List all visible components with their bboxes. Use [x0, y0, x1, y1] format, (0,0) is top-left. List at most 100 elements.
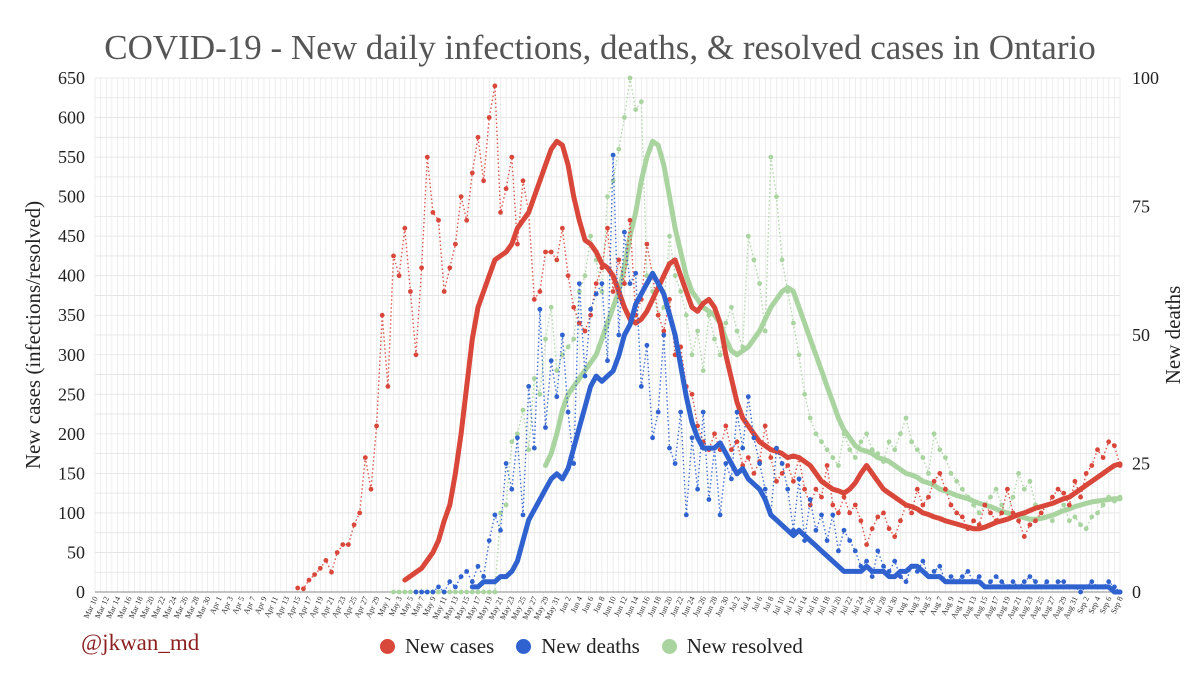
daily-point [779, 461, 785, 466]
daily-point [695, 423, 700, 429]
daily-point [841, 527, 847, 533]
daily-point [610, 152, 616, 158]
daily-point [869, 574, 875, 579]
daily-point [791, 478, 796, 484]
daily-point [729, 304, 734, 310]
daily-point [616, 332, 622, 338]
daily-point [819, 494, 824, 500]
daily-point [723, 320, 729, 326]
legend-label-deaths: New deaths [541, 634, 640, 658]
daily-point [357, 510, 363, 516]
daily-point [661, 332, 667, 338]
daily-point [436, 589, 441, 595]
daily-point [678, 289, 684, 294]
daily-point [481, 574, 486, 579]
daily-point [852, 455, 858, 460]
daily-point [481, 178, 486, 184]
daily-point [1033, 579, 1038, 585]
y-tick-label-left: 0 [76, 582, 85, 602]
daily-point [909, 439, 914, 445]
daily-point [830, 455, 836, 460]
daily-point [396, 589, 402, 595]
daily-point [627, 75, 633, 81]
daily-point [1100, 455, 1106, 460]
daily-point [368, 486, 374, 492]
daily-point [943, 455, 948, 460]
legend-dot-cases [380, 639, 395, 654]
daily-point [605, 225, 610, 231]
daily-point [796, 352, 802, 358]
y-tick-label-left: 50 [67, 542, 85, 562]
daily-point [920, 455, 926, 460]
daily-point [548, 304, 554, 310]
daily-point [1061, 502, 1067, 508]
daily-point [712, 336, 717, 342]
daily-point [543, 425, 548, 430]
daily-point [554, 394, 560, 400]
daily-point [875, 514, 881, 520]
y-tick-label-left: 500 [58, 187, 85, 207]
daily-point [1050, 494, 1055, 500]
daily-point [576, 281, 582, 286]
daily-point [751, 257, 757, 263]
daily-point [898, 431, 903, 437]
y-tick-label-left: 650 [58, 68, 85, 88]
daily-point [898, 518, 903, 524]
y-axis-left-tick-labels: 0 50 100 150 200 250 300 350 400 450 500 550 600 650 [58, 68, 85, 602]
daily-point [1106, 579, 1112, 585]
daily-point [999, 510, 1005, 516]
daily-point [971, 518, 976, 524]
daily-point [1083, 471, 1089, 476]
y-tick-label-left: 450 [58, 226, 85, 246]
daily-point [486, 115, 492, 120]
daily-point [819, 439, 824, 445]
daily-point [667, 445, 672, 451]
daily-point [864, 558, 869, 564]
y-tick-label-right: 100 [1132, 68, 1159, 88]
daily-point [447, 579, 453, 585]
daily-point [453, 241, 458, 247]
daily-point [1095, 447, 1100, 453]
daily-point [560, 225, 565, 231]
daily-point [1089, 579, 1095, 585]
legend-item-cases: New cases [380, 634, 494, 659]
daily-point [554, 368, 560, 373]
daily-point [909, 510, 914, 516]
y-tick-label-right: 25 [1132, 454, 1150, 474]
daily-point [1078, 494, 1083, 500]
daily-point [841, 494, 847, 500]
daily-point [734, 409, 740, 415]
daily-point [886, 526, 892, 532]
daily-point [667, 297, 672, 302]
daily-point [582, 328, 588, 334]
daily-point [830, 512, 836, 518]
daily-point [453, 589, 458, 595]
daily-point [492, 589, 498, 595]
daily-point [824, 463, 830, 468]
daily-point [886, 439, 892, 445]
daily-point [531, 445, 537, 451]
daily-point [762, 328, 768, 334]
legend: New cases New deaths New resolved [380, 634, 825, 659]
daily-point [1016, 518, 1021, 524]
daily-point [920, 502, 926, 508]
y-tick-label-left: 350 [58, 305, 85, 325]
daily-point [1089, 514, 1095, 520]
daily-point [464, 569, 470, 574]
daily-point [1021, 486, 1027, 492]
daily-point [1083, 526, 1089, 532]
daily-point [926, 471, 931, 476]
daily-point [560, 332, 565, 338]
daily-point [402, 589, 408, 595]
daily-point [712, 431, 717, 437]
author-credit: @jkwan_md [81, 630, 200, 655]
daily-point [988, 579, 993, 585]
daily-point [774, 478, 779, 484]
daily-point [852, 502, 858, 508]
daily-point [745, 233, 751, 239]
daily-point [993, 574, 999, 579]
y-tick-label-left: 200 [58, 424, 85, 444]
daily-point [959, 486, 965, 492]
daily-point [914, 486, 920, 492]
daily-point [847, 447, 853, 453]
